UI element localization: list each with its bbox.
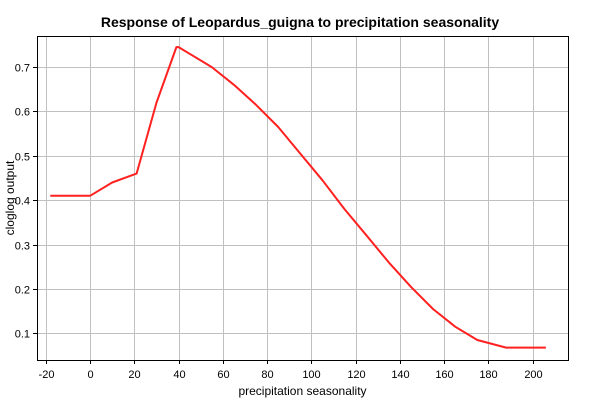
y-tick-label: 0.1 [15,329,30,341]
plot-area [37,36,569,361]
x-tick-label: 0 [87,369,93,381]
x-axis-title: precipitation seasonality [238,384,366,398]
series-layer [50,46,546,349]
y-axis-title: cloglog output [3,160,17,235]
x-tick-label: 160 [435,369,453,381]
y-tick-label: 0.6 [15,107,30,119]
chart-title: Response of Leopardus_guigna to precipit… [100,14,500,30]
x-tick-label: 40 [173,369,185,381]
y-tick-label: 0.4 [15,196,30,208]
x-tick-label: 180 [479,369,497,381]
x-tick-label: 20 [128,369,140,381]
x-tick-label: 200 [524,369,542,381]
grid [37,36,568,360]
x-tick-label: 140 [391,369,409,381]
x-tick-label: 80 [261,369,273,381]
response-curve [50,46,546,349]
y-tick-label: 0.5 [15,152,30,164]
y-tick-label: 0.2 [15,285,30,297]
y-tick-label: 0.3 [15,241,30,253]
x-tick-label: -20 [39,369,55,381]
y-tick-label: 0.7 [15,63,30,75]
x-tick-label: 60 [217,369,229,381]
x-tick-label: 120 [347,369,365,381]
axis-ticks: -20 0 20 40 60 80 100 120 140 160 180 200 0.1 0.2 0.3 0… [15,63,543,382]
x-tick-label: 100 [302,369,320,381]
